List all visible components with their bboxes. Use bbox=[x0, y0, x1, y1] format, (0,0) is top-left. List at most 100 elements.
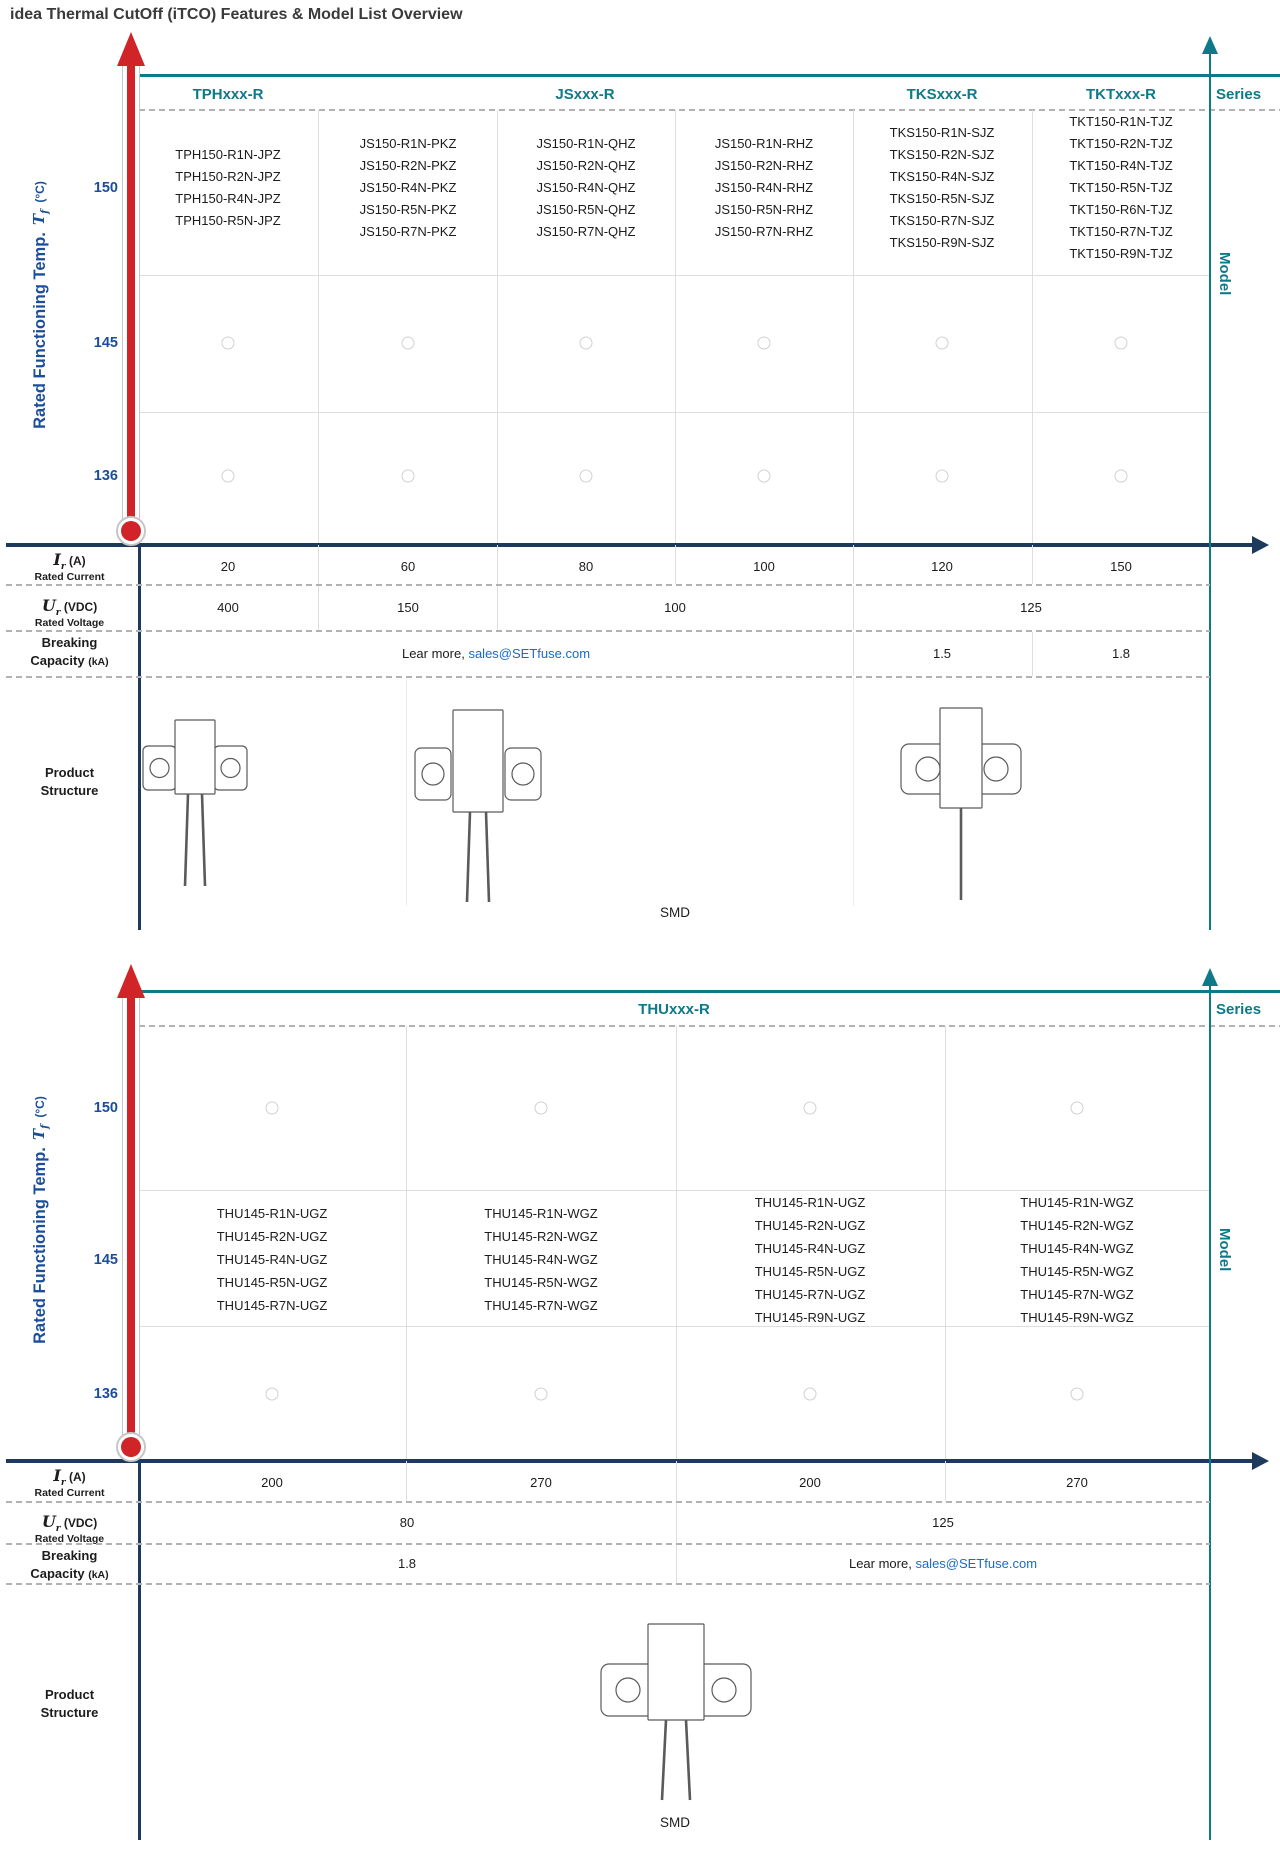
model-item: TKT150-R5N-TJZ bbox=[1069, 180, 1173, 195]
model-placeholder-circle bbox=[935, 336, 949, 350]
t2-rated-current-value: 200 bbox=[261, 1475, 283, 1490]
model-placeholder-circle bbox=[579, 469, 593, 483]
t2-thermometer-bulb-core bbox=[121, 1437, 141, 1457]
t2-model-list-ugz-a: THU145-R1N-UGZ THU145-R2N-UGZ THU145-R4N-U… bbox=[217, 1202, 328, 1317]
t2-series-axis bbox=[1209, 984, 1211, 1840]
t1-model-axis-label: Model bbox=[1216, 252, 1233, 296]
model-placeholder-circle bbox=[265, 1387, 279, 1401]
t1-y-axis-unit: Tf bbox=[29, 209, 51, 226]
model-placeholder-circle bbox=[534, 1387, 548, 1401]
model-item: TPH150-R2N-JPZ bbox=[175, 169, 281, 184]
model-placeholder-circle bbox=[579, 336, 593, 350]
model-item: TPH150-R1N-JPZ bbox=[175, 147, 281, 162]
t1-y-axis-label: Rated Functioning Temp. Tf (°C) bbox=[24, 55, 56, 555]
model-item: JS150-R2N-QHZ bbox=[536, 158, 636, 173]
model-item: JS150-R7N-RHZ bbox=[714, 224, 814, 239]
model-item: JS150-R5N-RHZ bbox=[714, 202, 814, 217]
t1-series-axis bbox=[1209, 52, 1211, 930]
t1-series-header-tkt: TKTxxx-R bbox=[1085, 86, 1157, 103]
t2-contact-prefix: Lear more, bbox=[848, 1556, 916, 1571]
model-item: THU145-R7N-UGZ bbox=[216, 1298, 328, 1313]
t1-temp-tick-150: 150 bbox=[93, 180, 118, 196]
t2-rated-voltage-subname: Rated Voltage bbox=[34, 1533, 105, 1545]
model-item: THU145-R5N-WGZ bbox=[1020, 1264, 1134, 1279]
product-drawing-js bbox=[414, 709, 542, 903]
t2-model-list-ugz-b: THU145-R1N-UGZ THU145-R2N-UGZ THU145-R4N-U… bbox=[755, 1191, 866, 1329]
t1-rated-current-value: 100 bbox=[753, 559, 775, 574]
t1-rated-current-label: Ir (A) bbox=[53, 550, 86, 573]
model-item: THU145-R4N-WGZ bbox=[1020, 1241, 1134, 1256]
t2-temp-tick-150: 150 bbox=[93, 1100, 118, 1116]
t1-product-structure-label: Product Structure bbox=[40, 765, 99, 798]
model-placeholder-circle bbox=[757, 469, 771, 483]
model-item: TKT150-R6N-TJZ bbox=[1069, 202, 1173, 217]
model-item: JS150-R1N-RHZ bbox=[714, 136, 814, 151]
t2-model-axis-label: Model bbox=[1216, 1228, 1233, 1272]
model-item: TKS150-R4N-SJZ bbox=[889, 169, 995, 184]
model-item: TKS150-R7N-SJZ bbox=[889, 213, 995, 228]
model-item: THU145-R7N-WGZ bbox=[484, 1298, 598, 1313]
t2-thermometer-arrowhead bbox=[117, 964, 145, 998]
t1-rated-voltage-value: 400 bbox=[217, 600, 239, 615]
t1-ir-gridline bbox=[318, 545, 319, 584]
model-placeholder-circle bbox=[1114, 469, 1128, 483]
t1-col-gridline bbox=[853, 110, 854, 545]
model-item: TPH150-R4N-JPZ bbox=[175, 191, 281, 206]
t2-series-axis-arrowhead bbox=[1202, 968, 1218, 986]
model-item: THU145-R1N-UGZ bbox=[754, 1195, 866, 1210]
t1-product-divider bbox=[406, 678, 407, 906]
model-item: THU145-R7N-WGZ bbox=[1020, 1287, 1134, 1302]
t1-temp-tick-136: 136 bbox=[93, 468, 118, 484]
t2-temp-tick-136: 136 bbox=[93, 1386, 118, 1402]
model-item: THU145-R5N-UGZ bbox=[754, 1264, 866, 1279]
sales-email-link[interactable]: sales@SETfuse.com bbox=[468, 646, 591, 661]
t1-smd-label: SMD bbox=[660, 905, 690, 920]
t1-col-gridline bbox=[675, 110, 676, 545]
t1-ir-gridline bbox=[675, 545, 676, 584]
model-item: THU145-R4N-UGZ bbox=[754, 1241, 866, 1256]
t1-contact-line: Lear more, sales@SETfuse.com bbox=[402, 646, 590, 661]
t1-contact-prefix: Lear more, bbox=[401, 646, 469, 661]
model-item: JS150-R5N-QHZ bbox=[536, 202, 636, 217]
t2-temp-tick-145: 145 bbox=[93, 1252, 118, 1268]
t1-col-gridline bbox=[318, 110, 319, 545]
t1-model-list-js-rhz: JS150-R1N-RHZ JS150-R2N-RHZ JS150-R4N-RHZ J… bbox=[715, 133, 813, 243]
model-placeholder-circle bbox=[803, 1101, 817, 1115]
t1-rated-current-value: 80 bbox=[578, 559, 594, 574]
t1-rated-current-value: 20 bbox=[220, 559, 236, 574]
t2-bc-gridline bbox=[676, 1545, 677, 1583]
t1-row-gridline bbox=[139, 275, 1210, 276]
t2-breaking-value: 1.8 bbox=[397, 1556, 417, 1571]
model-placeholder-circle bbox=[534, 1101, 548, 1115]
t1-model-list-tkt: TKT150-R1N-TJZ TKT150-R2N-TJZ TKT150-R4N-T… bbox=[1069, 111, 1172, 265]
t2-y-axis-label-text: Rated Functioning Temp. bbox=[30, 1147, 49, 1344]
t1-row-dash bbox=[6, 676, 1210, 678]
t1-thermometer-bulb-core bbox=[121, 521, 141, 541]
t1-row-dash bbox=[6, 630, 1210, 632]
t2-row-gridline bbox=[139, 1326, 1210, 1327]
t2-row-dash bbox=[6, 1543, 1210, 1545]
t2-ur-gridline bbox=[676, 1503, 677, 1543]
model-item: TKT150-R9N-TJZ bbox=[1069, 246, 1173, 261]
model-item: TKT150-R4N-TJZ bbox=[1069, 158, 1173, 173]
t1-header-dash bbox=[139, 109, 1280, 111]
model-item: THU145-R2N-WGZ bbox=[484, 1229, 598, 1244]
model-item: JS150-R4N-RHZ bbox=[714, 180, 814, 195]
t1-product-divider bbox=[853, 678, 854, 906]
t2-ir-gridline bbox=[676, 1461, 677, 1501]
model-item: THU145-R1N-UGZ bbox=[216, 1206, 328, 1221]
t2-ir-gridline bbox=[945, 1461, 946, 1501]
model-item: JS150-R4N-PKZ bbox=[359, 180, 457, 195]
model-placeholder-circle bbox=[1070, 1387, 1084, 1401]
model-item: JS150-R7N-PKZ bbox=[359, 224, 457, 239]
model-placeholder-circle bbox=[401, 469, 415, 483]
t1-breaking-value: 1.5 bbox=[932, 646, 952, 661]
t1-model-list-tph: TPH150-R1N-JPZ TPH150-R2N-JPZ TPH150-R4N-J… bbox=[175, 144, 280, 232]
t1-col-gridline bbox=[497, 110, 498, 545]
t1-ur-gridline bbox=[497, 586, 498, 630]
model-item: THU145-R7N-UGZ bbox=[754, 1287, 866, 1302]
t2-model-list-wgz-a: THU145-R1N-WGZ THU145-R2N-WGZ THU145-R4N-W… bbox=[484, 1202, 597, 1317]
sales-email-link[interactable]: sales@SETfuse.com bbox=[915, 1556, 1038, 1571]
t2-col-gridline bbox=[676, 1026, 677, 1461]
